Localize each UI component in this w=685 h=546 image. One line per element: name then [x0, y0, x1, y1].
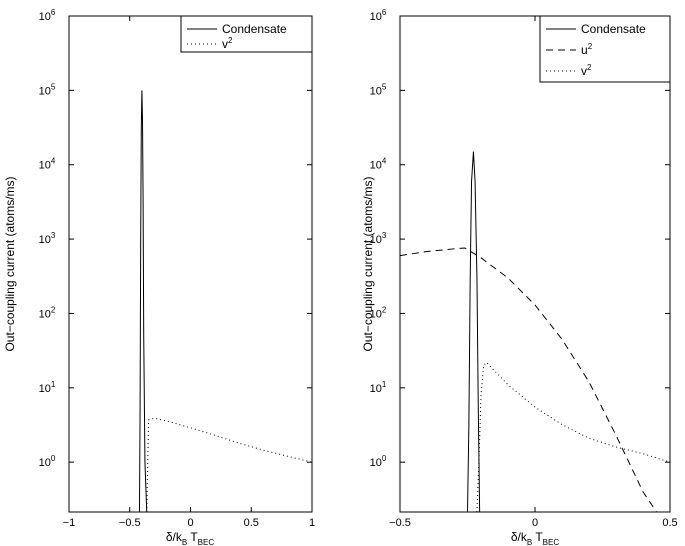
right-legend: Condensate u2 v2: [539, 15, 671, 83]
right-y-axis-label: Out−coupling current (atoms/ms): [361, 176, 375, 351]
left-ytick-label: 100: [39, 454, 56, 469]
left-ytick-label: 101: [39, 380, 56, 395]
right-yticks: 100 101 102 103 104 105 106: [370, 8, 670, 469]
left-series-v-line: [146, 417, 313, 513]
left-panel: −1 −0.5 0 0.5 1 100 101 102 103 104 105 106 δ/kB T…: [3, 8, 315, 546]
left-xtick-label: 1: [309, 517, 315, 529]
left-xtick-label: 0: [187, 517, 193, 529]
left-legend: Condensate v2: [180, 15, 313, 53]
right-xtick-label: −0.5: [389, 517, 411, 529]
right-legend-box: [539, 15, 671, 83]
right-legend-u2-label: u2: [581, 42, 593, 57]
left-legend-box: [180, 15, 313, 53]
left-series-layer: [138, 90, 313, 513]
right-series-u-line: [399, 247, 657, 513]
right-ytick-label: 106: [370, 8, 387, 23]
left-legend-v2-label: v2: [222, 36, 233, 51]
right-series-layer: [399, 151, 671, 513]
left-ytick-label: 106: [39, 8, 56, 23]
left-xtick-label: 0.5: [244, 517, 259, 529]
right-xtick-label: 0.5: [662, 517, 677, 529]
left-ytick-label: 105: [39, 82, 56, 97]
left-legend-condensate-label: Condensate: [222, 22, 287, 36]
right-plot-frame: [399, 15, 671, 513]
right-xtick-label: 0: [532, 517, 538, 529]
left-xtick-label: −1: [63, 517, 76, 529]
right-series-v-line: [476, 361, 671, 513]
right-x-axis-label: δ/kB TBEC: [511, 530, 559, 546]
left-ytick-label: 102: [39, 305, 56, 320]
left-plot-frame: [68, 15, 313, 513]
right-legend-condensate-label: Condensate: [581, 22, 646, 36]
left-xticks: −1 −0.5 0 0.5 1: [63, 16, 315, 529]
left-y-axis-label: Out−coupling current (atoms/ms): [3, 176, 17, 351]
right-series-condensate-line: [467, 151, 481, 513]
right-ytick-label: 105: [370, 82, 387, 97]
right-ytick-label: 101: [370, 380, 387, 395]
left-series-condensate-line: [138, 90, 148, 513]
left-ytick-label: 103: [39, 231, 56, 246]
left-ytick-label: 104: [39, 157, 56, 172]
left-x-axis-label: δ/kB TBEC: [166, 530, 214, 546]
right-ytick-label: 104: [370, 157, 387, 172]
right-legend-v2-label: v2: [581, 63, 592, 78]
left-yticks: 100 101 102 103 104 105 106: [39, 8, 312, 469]
left-xtick-label: −0.5: [119, 517, 141, 529]
right-xticks: −0.5 0 0.5: [389, 16, 678, 529]
right-ytick-label: 102: [370, 305, 387, 320]
right-panel: −0.5 0 0.5 100 101 102 103 104 105 106 δ/kB TBEC…: [361, 8, 678, 546]
right-ytick-label: 103: [370, 231, 387, 246]
right-ytick-label: 100: [370, 454, 387, 469]
